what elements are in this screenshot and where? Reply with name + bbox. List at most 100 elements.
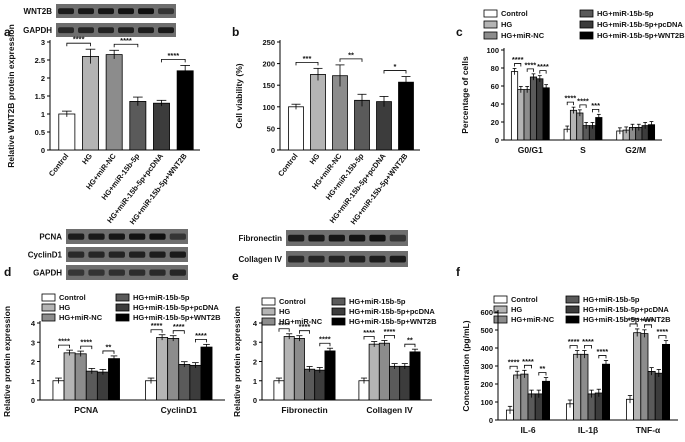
x-tick-label: Control (47, 152, 71, 179)
panel-e-legend: ControlHGHG+miR-NCHG+miR-15b-5pHG+miR-15… (261, 297, 437, 326)
legend-label: HG+miR-NC (59, 313, 103, 322)
legend-label: Control (59, 293, 86, 302)
significance-label: **** (565, 94, 577, 103)
significance-bracket (172, 330, 185, 334)
x-tick-label: TNF-α (636, 425, 661, 435)
blot-band (138, 8, 154, 15)
blot-background (56, 4, 176, 18)
bar (288, 106, 304, 151)
bar (523, 89, 531, 141)
panel-f-axes: 0 100 200 300 400 500 600 Concentration (pg/mL) (461, 308, 678, 425)
legend-label: HG+miR-15b-5p (597, 9, 654, 18)
panel-a-blot (56, 23, 176, 37)
x-tick-label: IL-1β (578, 425, 598, 435)
legend-swatch (261, 317, 276, 326)
x-tick-label: HG (80, 152, 94, 167)
bar (640, 333, 649, 421)
blot-band (78, 8, 94, 15)
bar (398, 81, 414, 151)
legend-label: Control (501, 9, 528, 18)
bar (378, 342, 390, 401)
legend-label: HG+miR-15b-5p+WNT2B (583, 315, 671, 324)
y-tick-label: 3 (41, 38, 45, 47)
blot-background (66, 265, 188, 280)
y-tick-label: 1 (31, 377, 35, 386)
bar (510, 71, 519, 141)
y-tick-label: 100 (480, 398, 493, 407)
legend-label: HG+miR-NC (279, 317, 323, 326)
legend-label: HG+miR-15b-5p+pcDNA (133, 303, 219, 312)
legend-swatch (493, 305, 508, 314)
y-axis-label: Relative WNT2B protein expression (6, 24, 16, 168)
bar (314, 369, 326, 401)
legend-label: HG (279, 307, 290, 316)
bar (167, 337, 180, 401)
y-tick-label: 0 (41, 146, 45, 155)
significance-bracket (524, 364, 532, 369)
bar (513, 374, 522, 421)
bar (324, 350, 336, 401)
blot-band (129, 269, 146, 276)
significance-label: ** (106, 342, 112, 351)
significance-bracket (58, 344, 70, 349)
significance-label: **** (58, 337, 70, 346)
bar (389, 365, 401, 401)
blot-band (88, 269, 105, 276)
bar (534, 393, 543, 421)
significance-bracket (102, 350, 115, 354)
blot-band (349, 255, 366, 263)
y-tick-label: 60 (491, 82, 499, 91)
legend-label: HG+miR-15b-5p (583, 295, 640, 304)
blot-band (118, 27, 134, 34)
significance-label: **** (577, 96, 589, 105)
y-tick-label: 1 (41, 110, 45, 119)
bar (304, 368, 316, 401)
bar (587, 393, 596, 421)
blot-band (138, 27, 154, 34)
significance-bracket (526, 68, 534, 72)
significance-bracket (598, 355, 607, 359)
legend-swatch (331, 297, 346, 306)
y-axis-label: Concentration (pg/mL) (461, 320, 471, 411)
bar (156, 337, 169, 401)
bar (527, 393, 536, 421)
legend-swatch (331, 307, 346, 316)
significance-bracket (278, 328, 290, 332)
y-tick-label: 100 (486, 46, 499, 55)
panel-d-blot-label: PCNA (39, 233, 62, 242)
blot-band (169, 251, 186, 258)
bar (52, 380, 65, 401)
blot-band (88, 233, 105, 240)
bar (529, 76, 538, 141)
significance-bracket (295, 61, 319, 66)
blot-band (68, 269, 85, 276)
blot-band (68, 233, 85, 240)
blot-band (58, 27, 74, 34)
x-tick-label: CyclinD1 (161, 405, 198, 415)
bar (96, 371, 109, 401)
significance-label: **** (508, 358, 520, 367)
legend-label: HG+miR-15b-5p+WNT2B (133, 313, 221, 322)
bar (580, 353, 589, 421)
bar (573, 353, 582, 421)
bar (283, 336, 295, 401)
significance-bracket (584, 345, 592, 349)
significance-bracket (161, 59, 186, 63)
significance-bracket (319, 342, 331, 347)
significance-bracket (384, 335, 395, 339)
panel-e-bars: Fibronectin Collagen IV**** ************ **… (273, 320, 421, 415)
legend-label: HG+miR-15b-5p+WNT2B (349, 317, 437, 326)
panel-d-blot (66, 229, 188, 244)
legend-swatch (579, 20, 594, 29)
panel-e-blot-label: Fibronectin (238, 234, 282, 243)
blot-band (58, 8, 74, 15)
significance-label: **** (151, 321, 163, 330)
significance-label: **** (597, 347, 609, 356)
y-tick-label: 40 (491, 100, 499, 109)
blot-band (118, 8, 134, 15)
blot-background (286, 251, 408, 267)
bar (654, 372, 663, 421)
y-tick-label: 0.5 (35, 128, 45, 137)
y-tick-label: 4 (253, 319, 258, 328)
significance-label: **** (319, 335, 331, 344)
